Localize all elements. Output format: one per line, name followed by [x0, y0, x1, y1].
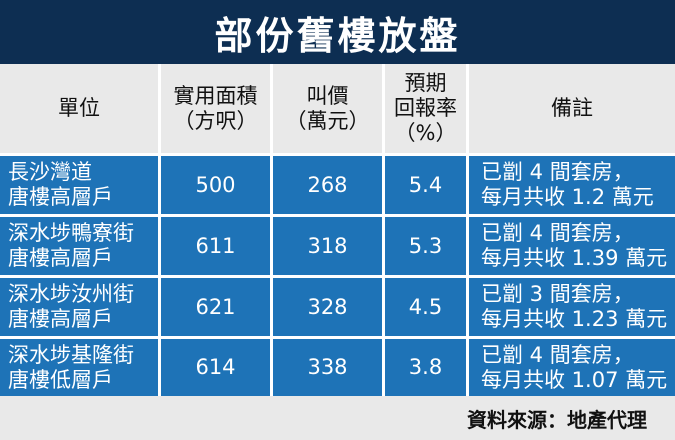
- row-4-price: 338: [270, 336, 382, 396]
- row-3-unit: 深水埗汝州街 唐樓高層戶: [0, 275, 158, 336]
- row-2-area: 611: [158, 214, 270, 275]
- row-2-note: 已劏 4 間套房， 每月共收 1.39 萬元: [466, 214, 675, 275]
- header-unit: 單位: [0, 64, 158, 153]
- source-note: 資料來源：地產代理: [0, 396, 675, 440]
- row-4-unit: 深水埗基隆街 唐樓低層戶: [0, 336, 158, 396]
- header-yield: 預期 回報率 （%）: [382, 64, 466, 153]
- row-1-note: 已劏 4 間套房， 每月共收 1.2 萬元: [466, 153, 675, 214]
- page-title: 部份舊樓放盤: [0, 0, 675, 64]
- row-2-unit: 深水埗鴨寮街 唐樓高層戶: [0, 214, 158, 275]
- listing-table: 單位 實用面積 （方呎） 叫價 （萬元） 預期 回報率 （%） 備註 長沙灣道 …: [0, 64, 675, 396]
- row-2-price: 318: [270, 214, 382, 275]
- row-1-unit: 長沙灣道 唐樓高層戶: [0, 153, 158, 214]
- row-4-yield: 3.8: [382, 336, 466, 396]
- row-2-yield: 5.3: [382, 214, 466, 275]
- row-1-price: 268: [270, 153, 382, 214]
- header-price: 叫價 （萬元）: [270, 64, 382, 153]
- row-3-area: 621: [158, 275, 270, 336]
- row-1-area: 500: [158, 153, 270, 214]
- header-area: 實用面積 （方呎）: [158, 64, 270, 153]
- row-1-yield: 5.4: [382, 153, 466, 214]
- row-3-note: 已劏 3 間套房， 每月共收 1.23 萬元: [466, 275, 675, 336]
- row-4-area: 614: [158, 336, 270, 396]
- row-4-note: 已劏 4 間套房， 每月共收 1.07 萬元: [466, 336, 675, 396]
- row-3-price: 328: [270, 275, 382, 336]
- header-note: 備註: [466, 64, 675, 153]
- row-3-yield: 4.5: [382, 275, 466, 336]
